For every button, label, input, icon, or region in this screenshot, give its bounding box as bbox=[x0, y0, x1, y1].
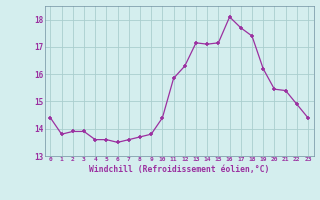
X-axis label: Windchill (Refroidissement éolien,°C): Windchill (Refroidissement éolien,°C) bbox=[89, 165, 269, 174]
